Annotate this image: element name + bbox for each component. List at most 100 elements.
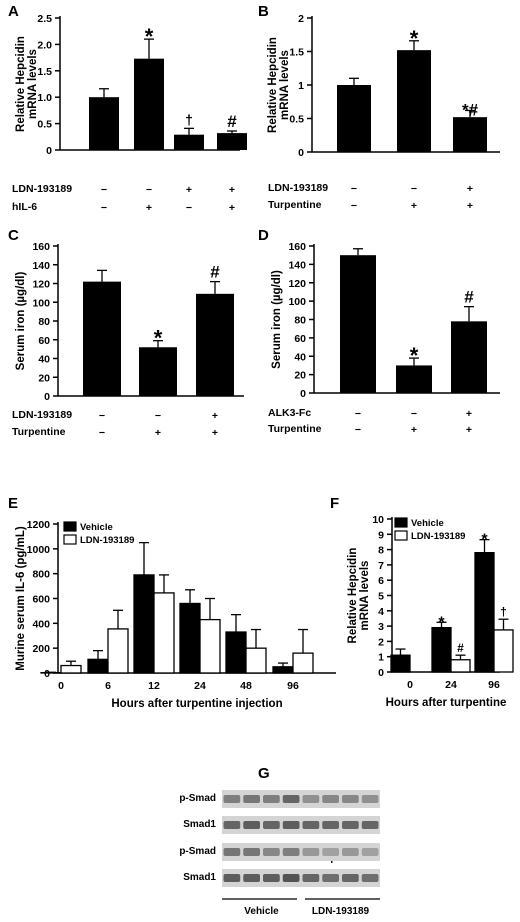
D-y-tick-label: 20	[294, 370, 306, 382]
A-bar	[89, 97, 119, 150]
A-y-tick-label: 0.5	[37, 119, 52, 131]
B-significance-marker: *	[410, 26, 419, 51]
F-y-axis-label: Relative Hepcidin	[347, 548, 359, 644]
B-bar	[453, 117, 487, 152]
blot-band	[302, 874, 320, 882]
F-y-tick-label: 8	[378, 545, 384, 557]
blot-band	[223, 874, 241, 882]
blot-membrane	[222, 790, 380, 808]
blot-band	[223, 848, 241, 856]
D-condition-sign: +	[466, 424, 472, 436]
E-bar-ldn	[199, 618, 221, 674]
F-y-tick-label: 5	[378, 591, 384, 603]
E-bar-ldn	[245, 647, 267, 674]
blot-band	[322, 821, 339, 829]
A-condition-sign: +	[229, 202, 235, 214]
D-condition-label: ALK3-Fc	[268, 407, 311, 419]
E-legend-swatch	[63, 521, 77, 532]
B-bar	[397, 50, 431, 152]
A-condition-sign: +	[229, 184, 235, 196]
B-y-axis-label: Relative Hepcidin	[267, 37, 279, 133]
C-condition-sign: +	[212, 427, 218, 439]
panel-letter-f: F	[330, 495, 339, 512]
D-condition-sign: +	[411, 424, 417, 436]
F-y-tick-label: 9	[378, 529, 384, 541]
E-bar-vehicle	[179, 602, 201, 674]
F-y-tick-label: 3	[378, 621, 384, 633]
E-x-tick-label: 12	[148, 680, 160, 692]
blot-band	[223, 795, 241, 803]
F-legend-label: LDN-193189	[411, 531, 465, 542]
F-y-axis-label: mRNA levels	[359, 561, 371, 631]
F-bar-ldn	[493, 629, 514, 673]
blot-band	[361, 795, 379, 803]
A-y-tick-label: 0	[46, 145, 52, 157]
D-y-tick-label: 100	[288, 296, 306, 308]
D-y-tick-label: 140	[288, 259, 306, 271]
F-bar-vehicle	[474, 552, 495, 673]
A-y-tick-label: 2.0	[37, 39, 52, 51]
E-y-axis-label: Murine serum IL-6 (pg/mL)	[15, 526, 27, 671]
B-condition-sign: +	[467, 183, 473, 195]
C-y-tick-label: 20	[38, 372, 50, 384]
B-bar	[337, 85, 371, 152]
E-legend-swatch	[63, 534, 77, 545]
blot-row-label: Smad1	[183, 819, 216, 830]
D-y-tick-label: 120	[288, 278, 306, 290]
E-bar-vehicle	[272, 666, 294, 674]
blot-band	[302, 821, 320, 829]
F-y-tick-label: 2	[378, 636, 384, 648]
B-condition-label: Turpentine	[268, 199, 322, 211]
F-x-axis-label: Hours after turpentine	[386, 697, 507, 709]
E-x-tick-label: 24	[194, 680, 206, 692]
A-bar	[217, 133, 247, 150]
A-condition-sign: −	[101, 184, 107, 196]
C-y-tick-label: 40	[38, 354, 50, 366]
E-bar-vehicle	[87, 658, 109, 674]
F-legend-swatch	[394, 517, 408, 528]
A-condition-sign: −	[146, 184, 152, 196]
panel-letter-d: D	[258, 227, 269, 244]
C-condition-sign: −	[99, 410, 105, 422]
A-significance-marker: *	[145, 24, 154, 49]
C-significance-marker: #	[210, 263, 220, 282]
D-bar	[451, 321, 487, 393]
blot-row-label: p-Smad	[179, 793, 216, 804]
blot-band	[342, 848, 359, 856]
B-y-axis-label: mRNA levels	[279, 50, 291, 120]
blot-band	[243, 874, 260, 882]
B-y-tick-label: 1	[298, 80, 304, 92]
F-x-tick-label: 96	[488, 679, 500, 691]
C-y-tick-label: 0	[44, 391, 50, 403]
E-y-tick-label: 600	[32, 594, 50, 606]
blot-band	[342, 795, 359, 803]
blot-band	[263, 821, 280, 829]
B-y-tick-label: 1.5	[289, 47, 304, 59]
C-condition-sign: −	[155, 410, 161, 422]
A-y-tick-label: 1.5	[37, 66, 52, 78]
A-condition-sign: +	[146, 202, 152, 214]
panel-letter-a: A	[8, 3, 19, 20]
D-significance-marker: *	[410, 343, 419, 368]
blot-band	[263, 848, 280, 856]
blot-membrane	[222, 816, 380, 834]
B-condition-sign: +	[467, 200, 473, 212]
E-y-tick-label: 0	[44, 668, 50, 680]
C-condition-label: Turpentine	[12, 426, 66, 438]
F-bar-vehicle	[390, 654, 411, 673]
C-condition-sign: +	[212, 410, 218, 422]
C-y-tick-label: 80	[38, 316, 50, 328]
C-y-axis-label: Serum iron (µg/dl)	[15, 272, 27, 371]
F-significance-marker: *	[481, 532, 488, 549]
F-bar-ldn	[450, 659, 471, 673]
D-condition-sign: −	[355, 424, 361, 436]
panel-letter-c: C	[8, 227, 19, 244]
B-condition-sign: +	[411, 200, 417, 212]
B-condition-sign: −	[351, 200, 357, 212]
F-significance-marker: *	[438, 614, 445, 631]
blot-group-label: Vehicle	[244, 906, 279, 917]
E-y-tick-label: 400	[32, 618, 50, 630]
A-significance-marker: †	[185, 111, 193, 127]
A-y-tick-label: 2.5	[37, 13, 52, 25]
C-significance-marker: *	[154, 326, 163, 351]
